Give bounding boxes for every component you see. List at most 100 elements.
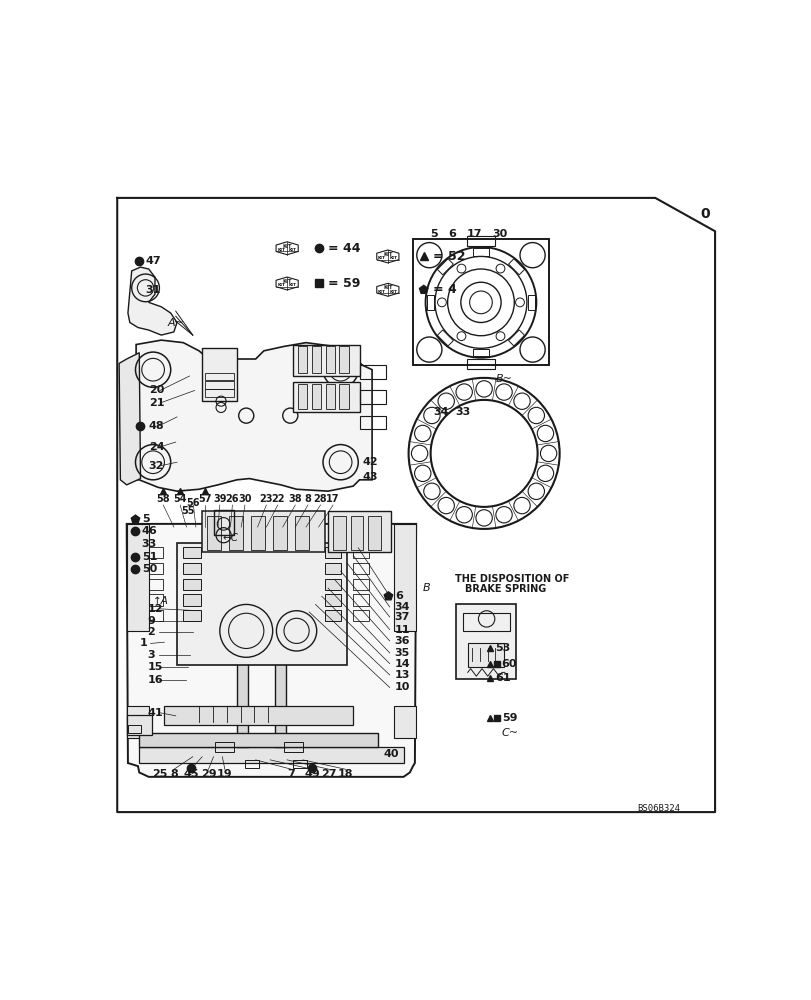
Text: 6: 6	[448, 229, 456, 239]
Text: B~: B~	[495, 374, 512, 384]
Text: 48: 48	[148, 421, 164, 431]
Text: 13: 13	[394, 670, 410, 680]
Bar	[273, 516, 287, 550]
Bar	[298, 384, 307, 409]
Bar	[245, 760, 259, 768]
Bar	[368, 516, 380, 550]
Text: 58: 58	[157, 494, 169, 504]
Text: 21: 21	[148, 398, 164, 408]
Bar	[183, 610, 200, 621]
Text: KIT: KIT	[383, 285, 392, 290]
Text: KIT: KIT	[282, 279, 291, 284]
Polygon shape	[131, 515, 139, 523]
Bar	[462, 613, 509, 631]
Text: 25: 25	[152, 769, 168, 779]
Bar	[139, 733, 378, 747]
Text: 18: 18	[337, 769, 353, 779]
Bar	[333, 516, 345, 550]
Text: 39: 39	[212, 494, 226, 504]
Bar	[293, 382, 359, 412]
Bar	[339, 346, 349, 373]
Bar	[284, 742, 303, 752]
Bar	[456, 604, 516, 679]
Text: KIT: KIT	[289, 248, 297, 252]
Text: 49: 49	[304, 769, 320, 779]
Text: 31: 31	[145, 285, 161, 295]
Text: 45: 45	[183, 769, 199, 779]
Bar	[177, 543, 346, 665]
Bar	[148, 610, 162, 621]
Text: 10: 10	[394, 682, 410, 692]
Polygon shape	[128, 267, 177, 335]
Text: KIT: KIT	[389, 290, 397, 294]
Bar	[205, 381, 234, 389]
Bar	[183, 579, 200, 590]
Text: 57: 57	[199, 494, 212, 504]
Text: KIT: KIT	[282, 244, 291, 249]
Bar	[466, 359, 494, 369]
Text: 9: 9	[148, 616, 155, 626]
Text: 6: 6	[394, 591, 402, 601]
Text: 20: 20	[148, 385, 164, 395]
Text: 53: 53	[495, 643, 510, 653]
Text: 40: 40	[383, 749, 398, 759]
Bar	[353, 610, 368, 621]
Text: KIT: KIT	[277, 248, 285, 252]
Text: B: B	[422, 583, 430, 593]
Polygon shape	[419, 285, 427, 293]
Bar	[127, 524, 148, 631]
Text: 37: 37	[394, 612, 410, 622]
Bar	[353, 579, 368, 590]
Text: KIT: KIT	[289, 283, 297, 287]
Text: 26: 26	[225, 494, 239, 504]
Bar	[251, 516, 265, 550]
Bar	[213, 510, 234, 535]
Bar	[466, 236, 494, 246]
Bar	[353, 594, 368, 606]
Text: 17: 17	[326, 494, 340, 504]
Bar	[148, 547, 162, 558]
Text: 14: 14	[394, 659, 410, 669]
Text: KIT: KIT	[277, 283, 285, 287]
Text: 2: 2	[148, 627, 155, 637]
Text: 23: 23	[260, 494, 272, 504]
Text: A~: A~	[167, 318, 184, 328]
Text: 24: 24	[148, 442, 164, 452]
Bar	[139, 747, 403, 763]
Bar	[293, 760, 307, 768]
Text: 28: 28	[313, 494, 327, 504]
Text: 0: 0	[700, 207, 710, 221]
Text: 34: 34	[433, 407, 448, 417]
Text: KIT: KIT	[389, 256, 397, 260]
Text: 60: 60	[501, 659, 517, 669]
Text: BS06B324: BS06B324	[636, 804, 679, 813]
Bar	[324, 563, 341, 574]
Bar	[324, 547, 341, 558]
Text: 8: 8	[304, 494, 311, 504]
Text: 17: 17	[466, 229, 481, 239]
Bar	[214, 742, 234, 752]
Text: BRAKE SPRING: BRAKE SPRING	[465, 584, 546, 594]
Text: KIT: KIT	[383, 252, 392, 257]
Bar	[237, 536, 248, 747]
Text: 34: 34	[394, 602, 410, 612]
Bar	[205, 373, 234, 380]
Text: THE DISPOSITION OF: THE DISPOSITION OF	[455, 574, 569, 584]
Bar	[148, 594, 162, 606]
Text: 51: 51	[142, 552, 157, 562]
Text: KIT: KIT	[378, 256, 385, 260]
Text: 59: 59	[501, 713, 517, 723]
Text: 7: 7	[287, 769, 295, 779]
Bar	[148, 563, 162, 574]
Text: 22: 22	[271, 494, 284, 504]
Text: 16: 16	[148, 675, 163, 685]
Text: 27: 27	[321, 769, 337, 779]
Bar	[205, 389, 234, 397]
Text: 55: 55	[182, 506, 195, 516]
Bar	[467, 643, 504, 667]
Text: 33: 33	[455, 407, 470, 417]
Bar	[359, 365, 385, 379]
Bar	[393, 706, 416, 738]
Bar	[393, 524, 416, 631]
Bar	[325, 346, 335, 373]
